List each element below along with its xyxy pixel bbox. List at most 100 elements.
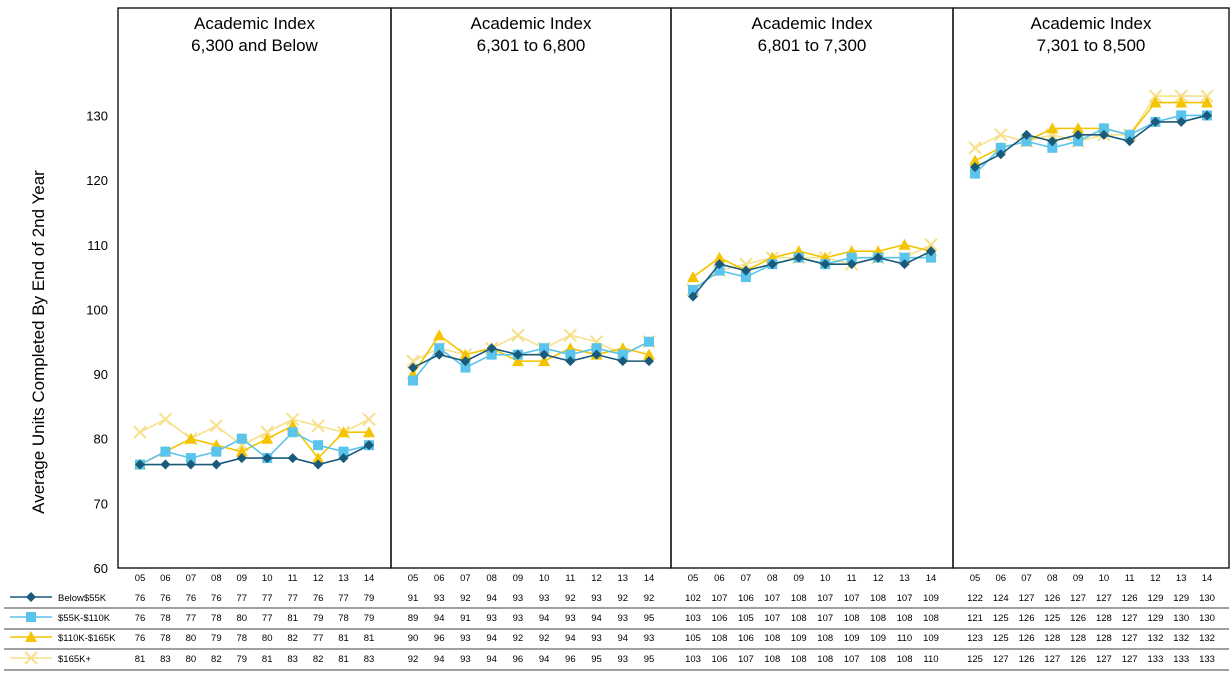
data-point: [1073, 136, 1084, 147]
table-cell: 94: [486, 633, 497, 644]
data-point: [364, 440, 374, 451]
panel-title: Academic Index: [752, 14, 873, 33]
table-cell: 81: [364, 633, 375, 644]
table-cell: 78: [160, 633, 171, 644]
table-cell: 76: [135, 613, 146, 624]
series-line: [692, 244, 932, 291]
table-cell: 107: [817, 613, 833, 624]
series--55k-110k: [970, 110, 1212, 179]
table-cell: 94: [539, 613, 550, 624]
table-cell: 127: [1019, 593, 1035, 604]
table-cell: 108: [817, 633, 833, 644]
data-point: [994, 128, 1008, 142]
x-marker-stroke: [285, 412, 300, 427]
x-tick-label: 08: [767, 573, 778, 584]
data-point: [1174, 89, 1188, 103]
legend-label: $165K+: [58, 654, 91, 665]
data-point: [970, 162, 980, 173]
y-tick-label: 130: [86, 108, 108, 123]
table-cell: 94: [486, 593, 497, 604]
x-marker-stroke: [511, 328, 525, 342]
legend-entry: $165K+: [10, 651, 91, 665]
x-tick-label: 06: [714, 573, 725, 584]
table-cell: 127: [1070, 593, 1086, 604]
table-cell: 79: [211, 633, 222, 644]
table-cell: 78: [160, 613, 171, 624]
table-cell: 133: [1199, 654, 1215, 665]
data-point: [767, 259, 778, 270]
x-tick-label: 11: [288, 573, 298, 584]
table-cell: 92: [513, 633, 524, 644]
data-point: [688, 291, 698, 302]
table-cell: 78: [211, 613, 222, 624]
y-tick-label: 70: [94, 496, 108, 511]
table-cell: 127: [1122, 633, 1138, 644]
table-cell: 79: [364, 593, 375, 604]
table-cell: 94: [434, 654, 445, 665]
panel-frame: [670, 7, 954, 569]
table-cell: 124: [993, 593, 1009, 604]
legend-label: Below$55K: [58, 593, 107, 604]
panel-subtitle: 6,300 and Below: [191, 36, 318, 55]
x-marker-stroke: [968, 141, 982, 155]
series-below-55k: [135, 440, 374, 470]
data-point: [184, 432, 197, 444]
data-point: [408, 375, 418, 386]
table-cell: 92: [408, 654, 419, 665]
table-cell: 107: [817, 593, 833, 604]
table-cell: 106: [738, 633, 754, 644]
data-point: [185, 459, 196, 470]
table-cell: 126: [1122, 593, 1138, 604]
data-point: [1175, 96, 1188, 108]
table-cell: 95: [644, 613, 655, 624]
table-cell: 83: [160, 654, 171, 665]
table-cell: 127: [993, 654, 1009, 665]
x-marker-stroke: [311, 419, 325, 433]
table-cell: 127: [1044, 654, 1060, 665]
table-cell: 132: [1173, 633, 1189, 644]
table-cell: 125: [993, 613, 1009, 624]
series-line: [140, 444, 370, 466]
series--55k-110k: [688, 252, 936, 296]
panel-3: Academic Index 6,801 to 7,300 05 06 07 08 09 10…: [670, 7, 954, 665]
table-cell: 80: [186, 654, 197, 665]
table-cell: 92: [460, 593, 471, 604]
x-tick-label: 13: [899, 573, 910, 584]
table-cell: 107: [764, 613, 780, 624]
table-cell: 109: [844, 633, 860, 644]
table-cell: 81: [287, 613, 298, 624]
x-marker-stroke: [158, 412, 173, 427]
data-point: [898, 238, 911, 250]
table-cell: 93: [617, 654, 628, 665]
table-cell: 108: [844, 613, 860, 624]
data-point: [1124, 129, 1135, 140]
x-tick-label: 05: [135, 573, 146, 584]
data-point: [591, 343, 602, 354]
table-cell: 92: [644, 593, 655, 604]
x-marker-stroke: [24, 651, 38, 665]
data-point: [1202, 110, 1212, 121]
table-cell: 78: [236, 633, 247, 644]
x-tick-label: 12: [313, 573, 324, 584]
data-point: [459, 348, 472, 360]
data-point: [287, 453, 298, 464]
table-cell: 89: [408, 613, 419, 624]
data-point: [311, 419, 325, 433]
data-point: [363, 426, 375, 438]
x-tick-label: 13: [617, 573, 628, 584]
data-point: [1073, 129, 1084, 140]
data-point: [846, 252, 857, 263]
panel-subtitle: 7,301 to 8,500: [1037, 36, 1146, 55]
y-tick-label: 110: [87, 238, 108, 253]
data-point: [158, 412, 173, 427]
table-cell: 108: [897, 654, 913, 665]
table-cell: 94: [565, 633, 576, 644]
data-point: [873, 252, 884, 263]
series-line: [692, 243, 932, 278]
x-tick-label: 13: [338, 573, 349, 584]
series-line: [139, 418, 370, 447]
table-cell: 92: [565, 593, 576, 604]
table-cell: 81: [338, 654, 349, 665]
table-cell: 96: [513, 654, 524, 665]
table-cell: 125: [993, 633, 1009, 644]
